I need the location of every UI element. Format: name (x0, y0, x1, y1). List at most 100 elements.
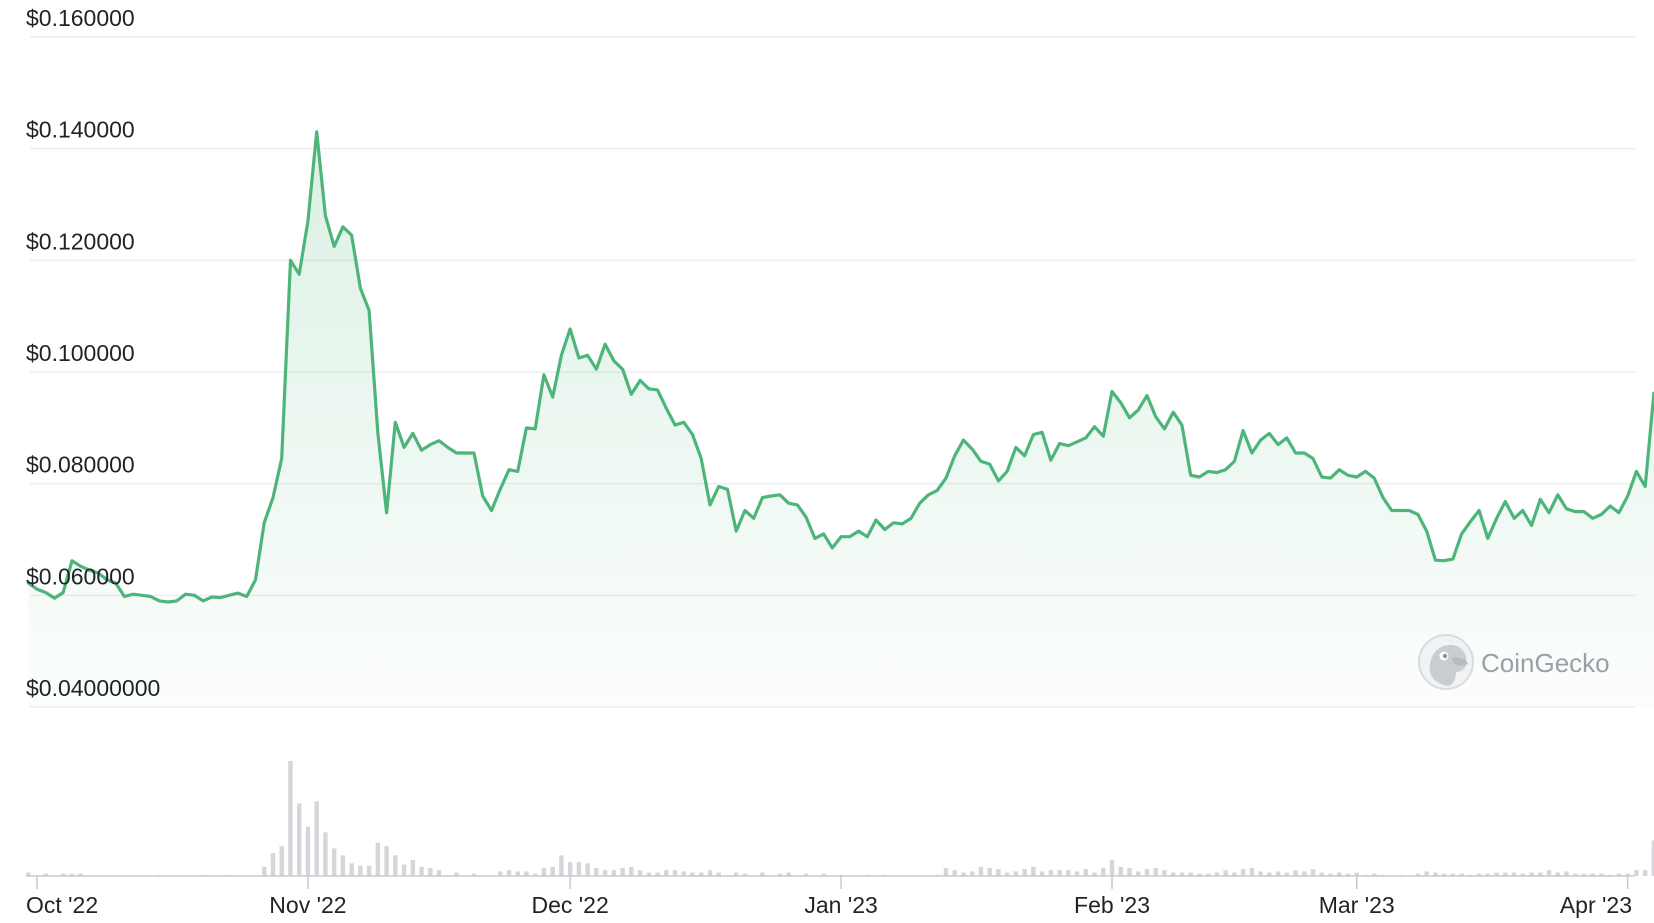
volume-bar (1039, 871, 1045, 876)
volume-bar (419, 866, 424, 876)
volume-bar (270, 853, 276, 876)
volume-bar (1293, 870, 1298, 876)
volume-bar (1415, 873, 1421, 876)
volume-bar (1564, 871, 1569, 876)
volume-bar (541, 867, 547, 876)
volume-bar (1074, 871, 1080, 876)
volume-bar (594, 867, 599, 876)
volume-bar (1162, 870, 1167, 876)
volume-bar (969, 871, 975, 876)
x-tick-label: Jan '23 (804, 892, 877, 918)
volume-bar (1485, 873, 1491, 876)
volume-bar (664, 870, 669, 876)
volume-bar (1153, 867, 1158, 876)
volume-bar (943, 867, 949, 876)
y-tick-label: $0.120000 (26, 228, 135, 254)
volume-bar (1538, 872, 1543, 876)
volume-bar (1503, 872, 1508, 876)
volume-bar (699, 872, 704, 876)
volume-bar (349, 863, 354, 876)
x-tick-label: Dec '22 (532, 892, 609, 918)
volume-bar (1424, 871, 1429, 876)
volume-bar (1179, 872, 1185, 876)
volume-bar (1494, 872, 1499, 876)
volume-bar (384, 846, 389, 876)
volume-bar (1101, 867, 1106, 876)
volume-bar (1066, 870, 1071, 876)
volume-bar (1616, 873, 1622, 876)
volume-bar (1057, 870, 1062, 876)
x-tick-label: Oct '22 (26, 892, 98, 918)
price-area-fill (28, 131, 1654, 707)
volume-bar (498, 871, 503, 876)
volume-bar (1249, 867, 1255, 876)
y-tick-label: $0.080000 (26, 452, 135, 478)
volume-bar (393, 855, 398, 876)
volume-bar (576, 862, 582, 876)
volume-bar (1581, 873, 1587, 876)
volume-bar (1109, 859, 1115, 876)
volume-bar (314, 801, 319, 876)
volume-bar (61, 873, 66, 876)
volume-bar (952, 870, 957, 876)
volume-bar (1031, 866, 1036, 876)
x-tick-label: Mar '23 (1319, 892, 1395, 918)
volume-bar (1651, 840, 1654, 876)
volume-bar (672, 870, 678, 876)
y-tick-label: $0.100000 (26, 340, 135, 366)
volume-bar (524, 871, 529, 876)
y-tick-label: $0.140000 (26, 117, 135, 143)
volume-bar (1004, 872, 1010, 876)
volume-bar (454, 872, 459, 876)
volume-bar (323, 832, 328, 876)
volume-bar (1310, 869, 1316, 876)
volume-bar (978, 866, 984, 876)
volume-bar (1302, 871, 1307, 876)
volume-bar (716, 872, 721, 876)
volume-bar (1223, 870, 1228, 876)
volume-bar (1258, 871, 1263, 876)
volume-bar (1232, 872, 1237, 876)
volume-bar (1319, 872, 1324, 876)
volume-bar (401, 864, 407, 876)
coingecko-watermark: CoinGecko (1418, 634, 1610, 690)
volume-bar (803, 873, 809, 876)
volume-bar (1328, 873, 1333, 876)
volume-bar (821, 873, 826, 876)
volume-bar (690, 872, 695, 876)
volume-bar (1599, 873, 1604, 876)
volume-bar (646, 872, 651, 876)
volume-bar (602, 870, 608, 876)
volume-bar (1625, 873, 1630, 876)
volume-bar (1441, 873, 1447, 876)
volume-bar (471, 873, 477, 876)
volume-bar (1372, 873, 1377, 876)
x-tick-label: Nov '22 (269, 892, 346, 918)
volume-bar (1092, 872, 1097, 876)
volume-bar (262, 866, 267, 876)
volume-bar (1433, 872, 1438, 876)
volume-bar (550, 866, 555, 876)
y-tick-label: $0.160000 (26, 5, 135, 31)
volume-bar (1459, 873, 1464, 876)
y-tick-label: $0.04000000 (26, 675, 160, 701)
volume-bar (358, 865, 363, 876)
volume-bar (410, 859, 416, 876)
volume-bar (1546, 870, 1552, 876)
volume-bar (436, 870, 442, 876)
volume-bar (1048, 870, 1054, 876)
volume-bars (26, 761, 1654, 876)
volume-bar (340, 855, 346, 876)
x-axis: Oct '22 Nov '22 Dec '22 Jan '23 Feb '23 Mar '… (26, 875, 1635, 918)
volume-bar (1275, 871, 1281, 876)
volume-bar (1188, 872, 1193, 876)
volume-bar (1083, 869, 1088, 876)
volume-bar (559, 855, 564, 876)
volume-bar (279, 846, 284, 876)
volume-bar (1590, 873, 1595, 876)
price-line (26, 130, 1654, 604)
volume-bar (1144, 869, 1150, 876)
volume-bar (1118, 866, 1123, 876)
volume-bar (1171, 872, 1176, 876)
